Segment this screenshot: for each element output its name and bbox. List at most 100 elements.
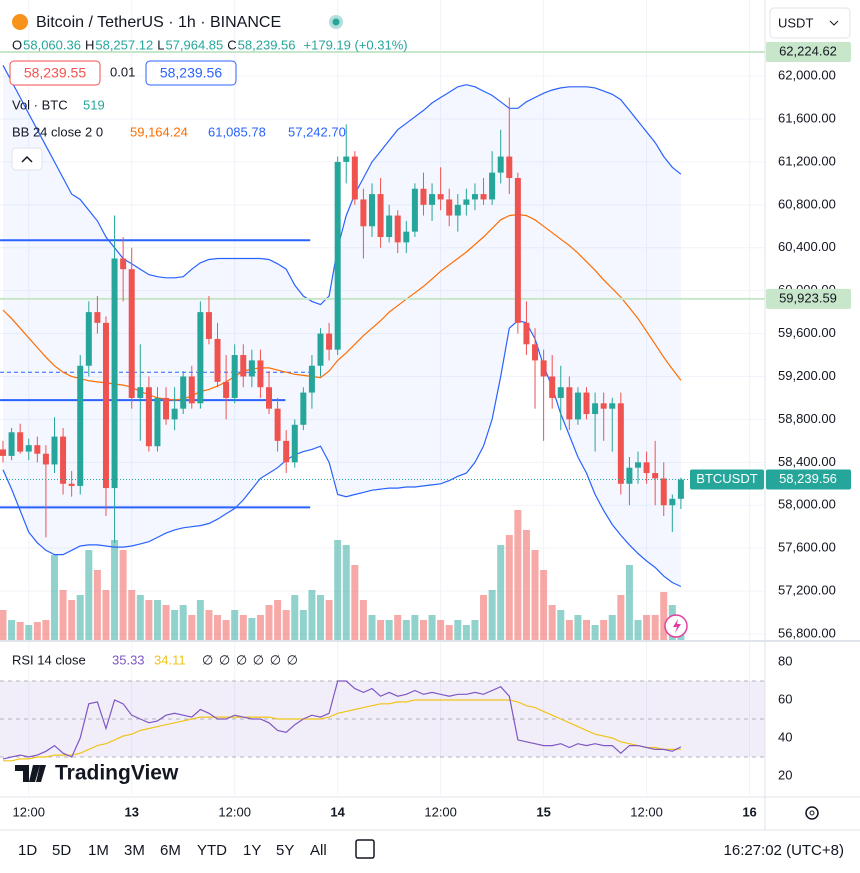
volume-bar — [274, 600, 282, 640]
volume-bar — [136, 595, 144, 640]
sell-price[interactable]: 58,239.55 — [24, 65, 86, 81]
volume-bar — [445, 625, 453, 640]
settings-icon[interactable] — [805, 806, 819, 820]
volume-bar — [591, 625, 599, 640]
candle-body — [403, 231, 410, 243]
volume-bar — [505, 535, 513, 640]
volume-bar — [76, 595, 84, 640]
volume-bar — [634, 620, 642, 640]
volume-bar — [342, 545, 350, 640]
volume-bar — [93, 570, 101, 640]
candle-body — [25, 445, 32, 452]
buy-price[interactable]: 58,239.56 — [160, 65, 222, 81]
y-tick-label: 60,400.00 — [778, 239, 836, 254]
volume-bar — [394, 615, 402, 640]
currency-dropdown[interactable] — [769, 7, 851, 39]
ohlc-key: H — [85, 37, 94, 52]
volume-bar — [454, 620, 462, 640]
volume-bar — [480, 595, 488, 640]
candle-body — [411, 188, 418, 232]
volume-bar — [85, 550, 93, 640]
price-line-label: 62,224.62 — [779, 43, 837, 58]
candle-body — [437, 194, 444, 200]
ohlc-key: C — [227, 37, 236, 52]
rsi-tick-label: 80 — [778, 653, 792, 668]
status-dot-core — [332, 18, 340, 26]
range-button[interactable]: 1Y — [243, 842, 261, 859]
ohlc-key: L — [157, 37, 164, 52]
candle-body — [8, 432, 15, 456]
rsi-legend: RSI 14 close — [12, 652, 86, 667]
y-tick-label: 60,800.00 — [778, 196, 836, 211]
volume-bar — [600, 620, 608, 640]
volume-bar — [565, 620, 573, 640]
y-tick-label: 58,800.00 — [778, 411, 836, 426]
range-button[interactable]: 5Y — [276, 842, 294, 859]
candle-body — [77, 365, 84, 486]
volume-bar — [162, 605, 170, 640]
range-button[interactable]: YTD — [197, 842, 227, 859]
candle-body — [180, 376, 187, 409]
price-line-label-bg — [766, 41, 851, 62]
range-button[interactable]: 1M — [88, 842, 109, 859]
ohlc-value: 58,060.36 — [23, 37, 81, 52]
y-tick-label: 59,200.00 — [778, 368, 836, 383]
bb-upper-line — [2, 65, 682, 306]
volume-bar — [557, 610, 565, 640]
candle-body — [523, 322, 530, 345]
candle-body — [102, 322, 109, 489]
volume-bar — [488, 590, 496, 640]
rsi-ma-line — [3, 699, 681, 762]
range-button[interactable]: 1D — [18, 842, 37, 859]
candle-body — [111, 258, 118, 489]
volume-legend: Vol · BTC — [12, 97, 68, 112]
bb-lower-line — [2, 320, 682, 588]
candle-body — [643, 462, 650, 474]
x-tick-label: 12:00 — [12, 804, 45, 819]
currency-label[interactable]: USDT — [778, 15, 813, 30]
candle-body — [283, 440, 290, 463]
volume-bar — [25, 625, 33, 640]
candle-body — [34, 445, 41, 454]
volume-bar — [119, 550, 127, 640]
date-range-icon[interactable] — [355, 839, 375, 859]
range-button[interactable]: All — [310, 842, 327, 859]
volume-bar — [385, 620, 393, 640]
candle-body — [257, 360, 264, 388]
last-price-name-bg — [690, 469, 764, 490]
candle-body — [60, 436, 67, 484]
candle-body — [600, 403, 607, 409]
rsi-placeholders: ∅ ∅ ∅ ∅ ∅ ∅ — [202, 652, 299, 667]
volume-bar — [660, 592, 668, 640]
range-button[interactable]: 3M — [124, 842, 145, 859]
clock: 16:27:02 (UTC+8) — [724, 842, 844, 859]
candle-body — [300, 392, 307, 425]
volume-bar — [368, 615, 376, 640]
bb-legend: BB 24 close 2 0 — [12, 124, 103, 139]
price-change: +179.19 (+0.31%) — [304, 37, 408, 52]
candle-body — [429, 194, 436, 205]
buy-button[interactable] — [145, 60, 237, 86]
range-button[interactable]: 5D — [52, 842, 71, 859]
candle-body — [617, 403, 624, 484]
volume-bar — [68, 600, 76, 640]
candle-body — [137, 387, 144, 398]
volume-bar — [239, 615, 247, 640]
candle-body — [120, 258, 127, 270]
range-button[interactable]: 6M — [160, 842, 181, 859]
volume-bar — [179, 605, 187, 640]
rsi-line — [2, 680, 682, 760]
candle-body — [197, 312, 204, 404]
volume-bar — [419, 620, 427, 640]
sell-button[interactable] — [9, 60, 101, 86]
collapse-button[interactable] — [11, 147, 43, 171]
volume-bar — [437, 620, 445, 640]
candle-body — [463, 199, 470, 205]
order-quantity: 0.01 — [110, 64, 135, 79]
lightning-icon — [673, 619, 681, 633]
candle-body — [188, 376, 195, 404]
x-tick-label: 12:00 — [630, 804, 663, 819]
settings-icon-core — [809, 810, 815, 816]
candle-body — [540, 360, 547, 377]
candle-body — [454, 204, 461, 216]
